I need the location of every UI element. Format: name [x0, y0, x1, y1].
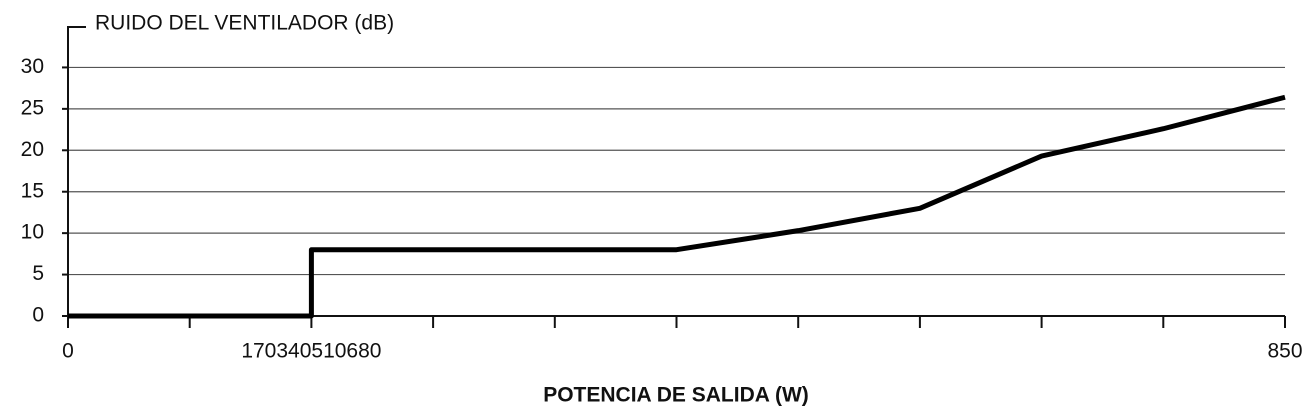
- y-tick-label: 0: [32, 304, 44, 327]
- y-tick-label: 10: [21, 221, 44, 244]
- chart-title: RUIDO DEL VENTILADOR (dB): [95, 12, 394, 35]
- x-axis-label: POTENCIA DE SALIDA (W): [543, 384, 809, 407]
- line: [68, 94, 1286, 319]
- y-tick-label: 20: [21, 138, 44, 161]
- y-tick-label: 25: [21, 96, 44, 119]
- y-tick-label: 15: [21, 179, 44, 202]
- y-tick-label: 5: [32, 262, 44, 285]
- x-tick-label: 0: [62, 340, 74, 363]
- y-tick-label: 30: [21, 55, 44, 78]
- x-tick-label: 850: [1267, 340, 1302, 363]
- x-tick-label: 170340510680: [241, 340, 381, 363]
